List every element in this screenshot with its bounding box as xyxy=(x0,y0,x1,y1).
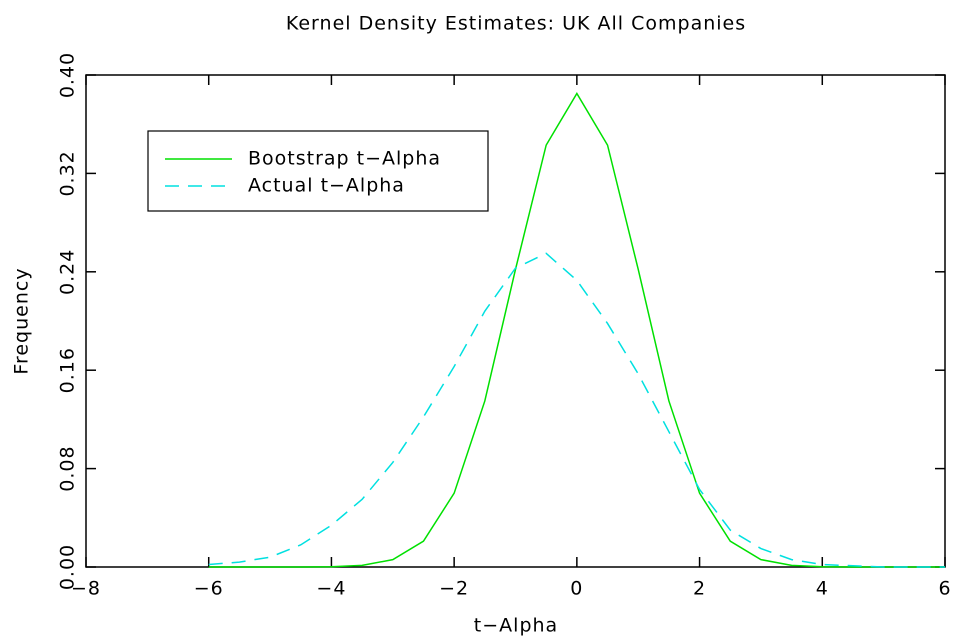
x-tick-label: 6 xyxy=(938,578,951,600)
x-tick-label: −2 xyxy=(439,578,469,600)
y-tick-label: 0.40 xyxy=(57,52,79,98)
legend-label: Actual t−Alpha xyxy=(248,175,405,197)
y-tick-label: 0.00 xyxy=(57,544,79,590)
data-line xyxy=(208,91,945,568)
x-axis-label: t−Alpha xyxy=(474,615,558,637)
y-tick-label: 0.24 xyxy=(57,249,79,295)
x-tick-label: 0 xyxy=(570,578,583,600)
x-tick-label: −8 xyxy=(71,578,101,600)
y-axis-label: Frequency xyxy=(11,267,33,374)
y-tick-label: 0.32 xyxy=(57,150,79,196)
x-tick-label: 4 xyxy=(816,578,829,600)
chart-title: Kernel Density Estimates: UK All Compani… xyxy=(286,13,746,35)
x-tick-label: −4 xyxy=(316,578,346,600)
legend-label: Bootstrap t−Alpha xyxy=(248,148,441,170)
data-line xyxy=(208,252,945,568)
y-tick-label: 0.08 xyxy=(57,445,79,491)
legend-box xyxy=(147,130,489,212)
y-tick-label: 0.16 xyxy=(57,347,79,393)
x-tick-label: 2 xyxy=(693,578,706,600)
x-tick-label: −6 xyxy=(194,578,224,600)
plot-frame xyxy=(85,74,946,568)
